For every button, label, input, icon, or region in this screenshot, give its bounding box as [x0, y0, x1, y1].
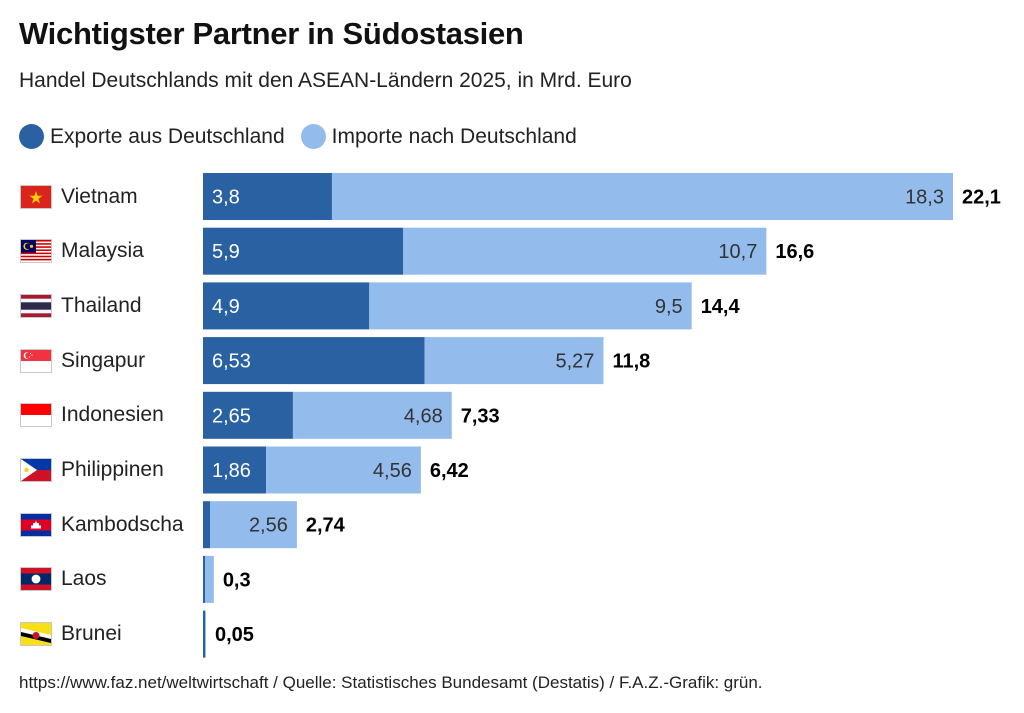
bar-label-imports: 5,27 — [556, 351, 595, 373]
total-label: 7,33 — [461, 405, 500, 427]
bar-label-imports: 18,3 — [905, 187, 944, 209]
bar-imports — [331, 173, 953, 220]
total-label: 2,74 — [306, 515, 346, 537]
bar-imports — [292, 391, 452, 439]
category-label: Indonesien — [20, 400, 164, 430]
legend-swatch-exports — [19, 124, 44, 149]
source-footer: https://www.faz.net/weltwirtschaft / Que… — [19, 673, 763, 692]
bar-imports — [369, 282, 692, 330]
bar-label-exports: 2,65 — [212, 405, 251, 427]
category-name: Laos — [61, 567, 107, 591]
category-name: Singapur — [61, 348, 146, 372]
category-name: Vietnam — [61, 184, 138, 208]
category-name: Philippinen — [61, 458, 164, 481]
total-label: 0,3 — [223, 569, 251, 591]
bar-exports — [203, 391, 293, 439]
category-label: Kambodscha — [20, 510, 184, 540]
thailand-flag-icon — [20, 293, 52, 318]
bar-imports — [424, 337, 604, 385]
category-label: Thailand — [20, 291, 142, 321]
bar-exports — [203, 446, 267, 494]
total-label: 16,6 — [775, 241, 814, 263]
total-label: 6,42 — [430, 460, 469, 482]
philippines-flag-icon — [20, 458, 52, 482]
total-label: 11,8 — [612, 351, 650, 373]
legend: Exporte aus Deutschland Importe nach Deu… — [19, 124, 593, 149]
category-name: Indonesien — [61, 403, 164, 427]
bar-exports — [203, 555, 205, 603]
malaysia-flag-icon — [20, 239, 52, 264]
bar-exports — [203, 337, 425, 385]
bar-label-exports: 5,9 — [212, 241, 240, 263]
vietnam-flag-icon — [20, 184, 52, 209]
singapore-flag-icon — [20, 348, 52, 373]
bar-label-exports: 3,8 — [212, 187, 240, 209]
bar-imports — [210, 501, 297, 549]
bar-label-exports: 6,53 — [212, 351, 251, 373]
legend-item-imports: Importe nach Deutschland — [300, 124, 577, 149]
category-name: Kambodscha — [61, 512, 184, 536]
bar-label-exports: 1,86 — [212, 460, 251, 482]
bar-imports — [403, 227, 767, 275]
legend-item-exports: Exporte aus Deutschland — [19, 124, 285, 149]
laos-flag-icon — [20, 567, 52, 592]
bar-exports — [203, 173, 332, 220]
bar-exports — [203, 282, 370, 330]
category-label: Malaysia — [20, 236, 144, 266]
bar-exports — [203, 610, 205, 658]
bar-imports — [266, 446, 421, 494]
total-label: 0,05 — [215, 624, 254, 646]
category-label: Singapur — [20, 346, 145, 376]
category-label: Laos — [20, 564, 107, 594]
bar-label-exports: 4,9 — [212, 296, 240, 318]
total-label: 14,4 — [701, 296, 741, 318]
bar-label-imports: 10,7 — [718, 241, 757, 263]
legend-label-imports: Importe nach Deutschland — [331, 124, 577, 148]
bar-label-imports: 4,68 — [404, 405, 443, 427]
bar-label-imports: 9,5 — [655, 296, 683, 318]
legend-swatch-imports — [300, 124, 326, 149]
bar-label-imports: 2,56 — [249, 515, 288, 537]
bar-label-imports: 4,56 — [373, 460, 412, 482]
cambodia-flag-icon — [20, 512, 52, 537]
chart-subtitle: Handel Deutschlands mit den ASEAN-Länder… — [19, 69, 632, 92]
bar-imports — [205, 610, 206, 658]
category-label: Vietnam — [20, 182, 138, 212]
total-label: 22,1 — [962, 187, 1001, 209]
category-label: Philippinen — [20, 455, 164, 485]
category-name: Thailand — [61, 293, 142, 317]
indonesia-flag-icon — [20, 403, 52, 428]
bar-exports — [203, 501, 210, 549]
category-name: Brunei — [61, 622, 122, 646]
bar-imports — [205, 555, 214, 603]
legend-label-exports: Exporte aus Deutschland — [50, 124, 285, 148]
bar-exports — [203, 227, 404, 275]
category-name: Malaysia — [61, 239, 144, 263]
chart-title: Wichtigster Partner in Südostasien — [19, 16, 524, 51]
category-label: Brunei — [20, 619, 122, 649]
brunei-flag-icon — [20, 622, 52, 647]
